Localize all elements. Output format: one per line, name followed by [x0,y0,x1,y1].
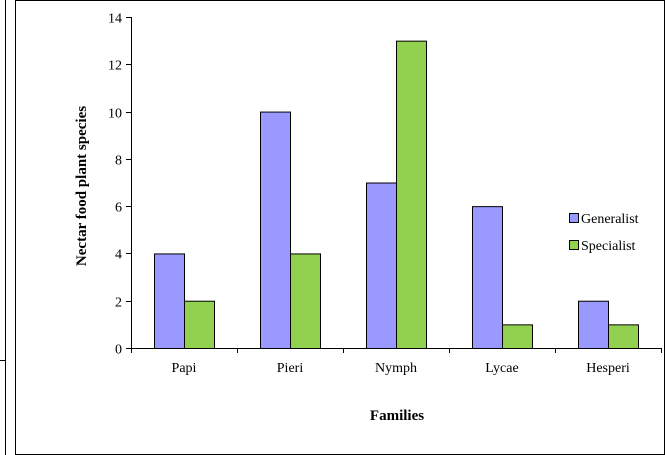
y-tick-label: 6 [115,201,122,216]
labels-layer: Papi Pieri Nymph Lycae Hesperi 0 2 4 6 8 10 12 14 [108,12,630,377]
x-axis-title: Families [370,408,424,424]
legend-swatch-generalist [569,213,579,223]
bar-specialist-papi [184,300,215,350]
bar-generalist-papi [154,253,185,349]
y-tick-label: 12 [108,59,122,74]
x-tick-label: Pieri [277,361,304,376]
bar-specialist-hesperi [608,324,639,350]
bar-specialist-pieri [290,253,321,349]
x-tick-label: Lycae [485,361,518,376]
y-tick-label: 8 [115,154,122,169]
legend-label-specialist: Specialist [581,239,636,254]
x-tick-label: Nymph [375,361,417,376]
bar-generalist-pieri [260,111,291,349]
bar-generalist-lycae [472,206,503,349]
y-tick-label: 2 [115,296,122,311]
y-tick-label: 10 [108,107,122,122]
bars-layer [154,40,639,350]
x-tick-label: Papi [172,361,197,376]
y-tick-label: 4 [115,248,122,263]
legend-label-generalist: Generalist [581,212,639,227]
y-tick-label: 14 [108,12,122,27]
bar-generalist-nymph [366,182,397,349]
bar-specialist-lycae [502,324,533,350]
legend: Generalist Specialist [569,212,639,254]
axes-layer [126,17,662,353]
y-axis-title: Nectar food plant species [74,106,90,266]
y-tick-label: 0 [115,343,122,358]
x-tick-label: Hesperi [586,361,630,376]
legend-swatch-specialist [569,240,579,250]
bar-specialist-nymph [396,40,427,350]
bar-generalist-hesperi [578,300,609,350]
